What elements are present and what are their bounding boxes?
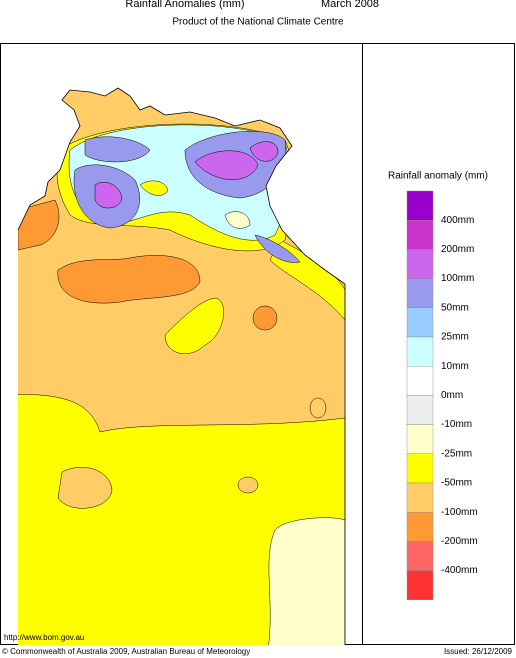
region bbox=[309, 397, 327, 419]
legend-label: 400mm bbox=[441, 215, 474, 226]
region bbox=[194, 150, 259, 180]
region bbox=[249, 141, 279, 162]
legend-swatch bbox=[406, 395, 434, 425]
region bbox=[267, 517, 345, 645]
legend-swatch bbox=[406, 336, 434, 367]
region bbox=[57, 467, 113, 509]
legend-swatch bbox=[406, 570, 434, 600]
legend-label: 200mm bbox=[441, 244, 474, 255]
region bbox=[139, 180, 169, 196]
legend-label: 10mm bbox=[441, 361, 469, 372]
coastline bbox=[17, 87, 346, 645]
region bbox=[252, 305, 278, 331]
legend-label: 25mm bbox=[441, 332, 469, 343]
legend: 400mm 200mm 100mm 50mm 25mm 10mm 0mm -10mm -25mm… bbox=[406, 190, 478, 600]
legend-swatch bbox=[406, 512, 434, 542]
legend-label: 0mm bbox=[441, 390, 463, 401]
legend-label: 50mm bbox=[441, 302, 469, 313]
url: http://www.bom.gov.au bbox=[4, 633, 84, 642]
legend-label: -100mm bbox=[441, 507, 478, 518]
map bbox=[18, 88, 345, 645]
region bbox=[84, 136, 151, 163]
legend-swatch bbox=[406, 307, 434, 338]
region bbox=[254, 234, 301, 263]
legend-swatch bbox=[406, 482, 434, 513]
region bbox=[164, 297, 224, 354]
legend-swatch bbox=[406, 278, 434, 309]
title: Rainfall Anomalies (mm) bbox=[125, 0, 244, 10]
legend-swatch bbox=[406, 249, 434, 279]
legend-label: -200mm bbox=[441, 536, 478, 547]
region bbox=[224, 211, 251, 229]
legend-swatch bbox=[406, 219, 434, 250]
legend-swatch bbox=[406, 190, 434, 221]
legend-swatch bbox=[406, 541, 434, 571]
legend-swatch bbox=[406, 366, 434, 396]
region bbox=[57, 255, 201, 304]
legend-frame bbox=[362, 43, 515, 645]
subtitle: Product of the National Climate Centre bbox=[172, 17, 344, 28]
legend-title: Rainfall anomaly (mm) bbox=[388, 171, 488, 182]
legend-label: -10mm bbox=[441, 419, 472, 430]
region bbox=[94, 182, 123, 209]
legend-swatch bbox=[406, 424, 434, 455]
region bbox=[18, 199, 60, 251]
legend-label: 100mm bbox=[441, 273, 474, 284]
legend-label: -400mm bbox=[441, 565, 478, 576]
date: March 2008 bbox=[321, 0, 379, 10]
copyright: © Commonwealth of Australia 2009, Austra… bbox=[2, 647, 250, 656]
legend-label: -50mm bbox=[441, 478, 472, 489]
issued: Issued: 26/12/2009 bbox=[444, 647, 513, 656]
legend-swatch bbox=[406, 453, 434, 484]
region bbox=[237, 476, 259, 494]
region bbox=[18, 394, 345, 645]
legend-label: -25mm bbox=[441, 448, 472, 459]
